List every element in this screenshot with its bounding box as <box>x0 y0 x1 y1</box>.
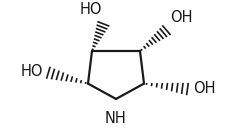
Text: HO: HO <box>20 64 43 79</box>
Text: OH: OH <box>192 81 215 96</box>
Text: OH: OH <box>169 10 192 25</box>
Text: NH: NH <box>105 111 126 126</box>
Text: HO: HO <box>79 2 102 17</box>
